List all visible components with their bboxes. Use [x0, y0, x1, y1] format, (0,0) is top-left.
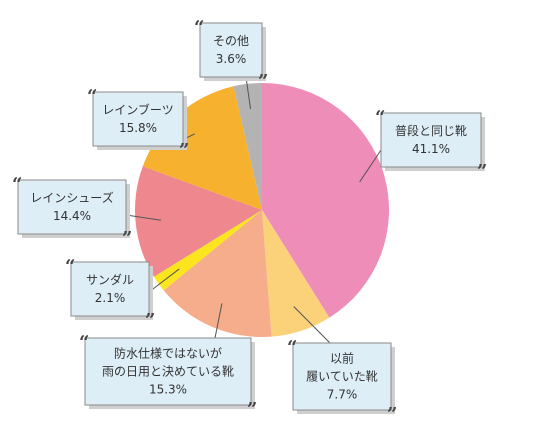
slice-label: 雨の日用と決めている靴: [102, 365, 234, 379]
callout-box: [17, 179, 127, 235]
close-quote-mark: ”: [247, 399, 257, 420]
open-quote-mark: “: [375, 107, 385, 128]
callout-box: [70, 261, 150, 317]
slice-value-label: 15.3%: [149, 383, 187, 397]
slice-label: 履いていた靴: [306, 370, 378, 384]
leader-line: [245, 76, 252, 110]
leader-line: [214, 303, 223, 339]
callout-box: [92, 91, 184, 147]
callout: “ ” 普段と同じ靴 41.1%: [375, 107, 487, 182]
open-quote-mark: “: [12, 174, 22, 195]
close-quote-mark: ”: [387, 404, 397, 425]
open-quote-mark: “: [194, 17, 204, 38]
callout-box: [199, 22, 263, 78]
callout-box: [292, 342, 392, 411]
pie-slice: [163, 210, 272, 337]
open-quote-mark: “: [65, 256, 75, 277]
pie-slice: [153, 210, 262, 291]
callout-leaders: [125, 76, 382, 344]
open-quote-mark: “: [287, 337, 297, 358]
slice-label: サンダル: [86, 272, 134, 287]
leader-line: [359, 149, 382, 183]
pie-slice: [262, 210, 330, 337]
pie-slice: [262, 83, 389, 318]
slice-label: レインブーツ: [102, 102, 173, 117]
slice-label: 普段と同じ靴: [395, 123, 467, 138]
slice-value-label: 41.1%: [412, 142, 450, 156]
pie-slice: [142, 86, 262, 210]
slice-label: 防水仕様ではないが: [114, 346, 222, 361]
slice-value-label: 14.4%: [53, 209, 91, 223]
slice-label: 以前: [330, 351, 354, 366]
slice-value-label: 2.1%: [95, 291, 126, 305]
callout: “ ” サンダル 2.1%: [65, 256, 155, 331]
open-quote-mark: “: [87, 86, 97, 107]
slice-label: その他: [213, 34, 249, 48]
close-quote-mark: ”: [477, 161, 487, 182]
callout: “ ” レインシューズ 14.4%: [12, 174, 132, 249]
leader-line: [148, 268, 180, 293]
close-quote-mark: ”: [122, 228, 132, 249]
callout: “ ” その他 3.6%: [194, 17, 268, 92]
pie-slices: [135, 83, 389, 337]
open-quote-mark: “: [79, 332, 89, 353]
slice-label: レインシューズ: [30, 190, 113, 205]
slice-value-label: 15.8%: [119, 121, 157, 135]
slice-value-label: 7.7%: [327, 388, 358, 402]
close-quote-mark: ”: [258, 71, 268, 92]
close-quote-mark: ”: [179, 140, 189, 161]
callout-box: [84, 337, 252, 406]
pie-slice: [233, 83, 262, 210]
slice-value-label: 3.6%: [216, 52, 247, 66]
close-quote-mark: ”: [145, 310, 155, 331]
pie-slice: [135, 166, 262, 277]
callout: “ ” レインブーツ 15.8%: [87, 86, 189, 161]
callout-box: [380, 112, 482, 168]
leader-line: [125, 214, 161, 221]
leader-line: [293, 306, 331, 344]
